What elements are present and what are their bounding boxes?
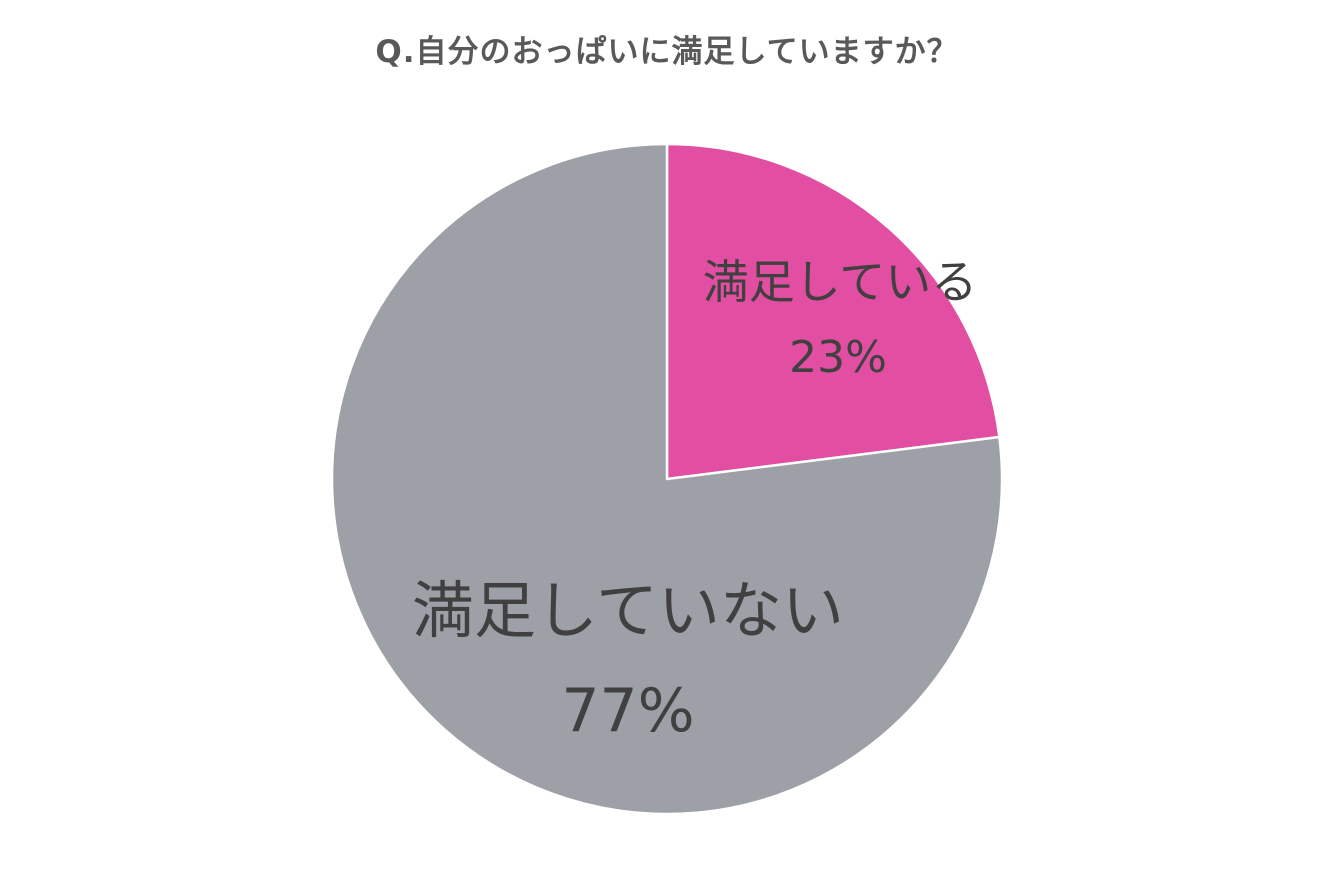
pie-slice-2 <box>330 142 1004 816</box>
pie-labels: 満足している 23% 満足していない 77% <box>412 255 977 746</box>
slice-name-label-1: 満足している <box>703 255 978 309</box>
pie-slices <box>330 142 1004 816</box>
pie-slice-1 <box>665 142 1001 481</box>
slice-value-label-2: 77% <box>561 676 694 746</box>
slice-value-label-1: 23% <box>789 332 887 383</box>
chart-title: Q.自分のおっぱいに満足していますか？ <box>375 34 959 70</box>
slice-name-label-2: 満足していない <box>412 574 844 647</box>
